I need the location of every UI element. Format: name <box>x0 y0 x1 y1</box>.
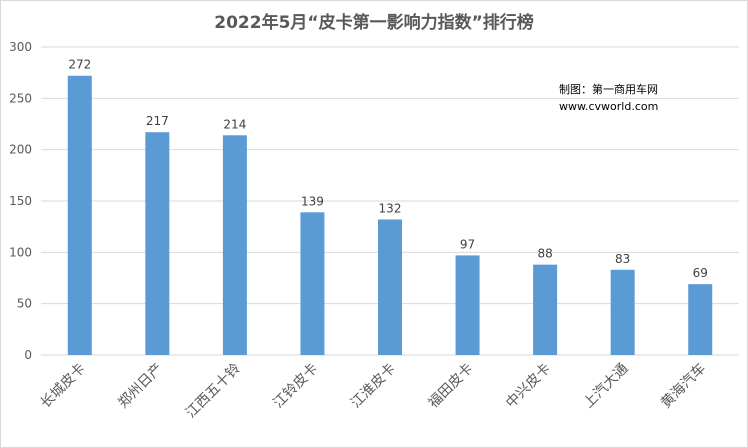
y-tick-label: 50 <box>17 297 32 311</box>
x-tick-label: 长城皮卡 <box>38 361 89 412</box>
x-tick-label: 郑州日产 <box>115 361 166 412</box>
bar <box>378 219 402 355</box>
data-label: 83 <box>615 252 630 266</box>
x-tick-label: 黄海汽车 <box>657 360 709 412</box>
bar <box>533 264 558 355</box>
bar <box>145 132 170 355</box>
data-label: 88 <box>537 247 552 261</box>
x-tick-label: 上汽大通 <box>581 361 632 412</box>
y-tick-label: 200 <box>9 143 32 157</box>
y-tick-label: 250 <box>9 91 32 105</box>
watermark-line-2: www.cvworld.com <box>559 100 659 113</box>
x-tick-label: 江西五十铃 <box>183 361 244 422</box>
bar <box>67 75 92 355</box>
x-tick-label: 福田皮卡 <box>425 361 476 412</box>
data-label: 217 <box>146 114 169 128</box>
x-tick-label: 江铃皮卡 <box>270 361 321 412</box>
bar <box>300 212 325 355</box>
data-label: 214 <box>223 117 246 131</box>
y-tick-label: 0 <box>24 348 32 362</box>
data-label: 69 <box>693 266 708 280</box>
y-tick-label: 100 <box>9 245 32 259</box>
bar <box>688 284 713 355</box>
x-tick-label: 中兴皮卡 <box>503 361 554 412</box>
bar <box>455 255 480 355</box>
y-tick-label: 300 <box>9 40 32 54</box>
data-label: 132 <box>379 201 402 215</box>
bar <box>222 135 247 355</box>
y-tick-label: 150 <box>9 194 32 208</box>
bar <box>610 269 635 355</box>
data-label: 272 <box>68 58 91 72</box>
watermark: 制图：第一商用车网 www.cvworld.com <box>559 81 658 115</box>
watermark-line-1: 制图：第一商用车网 <box>559 83 658 96</box>
x-tick-label: 江淮皮卡 <box>348 361 399 412</box>
data-label: 139 <box>301 194 324 208</box>
data-label: 97 <box>460 237 475 251</box>
chart-title: 2022年5月“皮卡第一影响力指数”排行榜 <box>214 13 534 33</box>
